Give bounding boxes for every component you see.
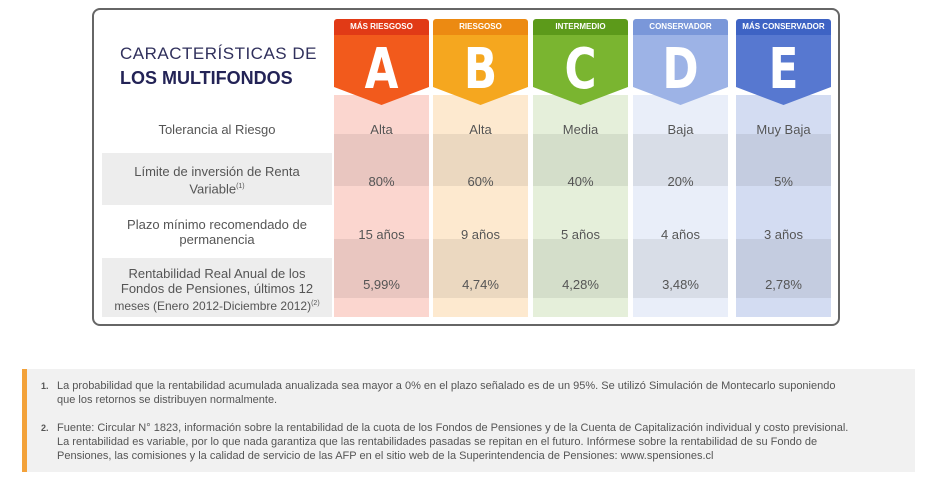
fund-letter: A — [364, 37, 399, 102]
footnote-1-line2: que los retornos se distribuyen normalme… — [57, 394, 278, 406]
label-term: Plazo mínimo recomendado de permanencia — [104, 217, 330, 247]
row-bg-limit — [102, 153, 332, 205]
fund-column-b: RIESGOSO B — [433, 19, 528, 317]
row-shade — [736, 134, 831, 186]
cell-term-a: 15 años — [358, 227, 405, 242]
cell-term-c: 5 años — [560, 227, 601, 242]
fund-flag-shape — [433, 33, 528, 105]
fund-risk-band: INTERMEDIO — [533, 19, 628, 35]
fund-column-e: MÁS CONSERVADOR E — [736, 19, 831, 317]
label-limit-line2: Variable(1) — [104, 179, 330, 196]
label-term-line1: Plazo mínimo recomendado de — [127, 217, 307, 232]
fund-flag-shape — [334, 33, 429, 105]
fund-flag — [533, 33, 628, 105]
fund-column-body — [736, 95, 831, 317]
fund-letter: D — [662, 37, 699, 102]
cell-limit-d: 20% — [667, 174, 694, 189]
label-return: Rentabilidad Real Anual de los Fondos de… — [104, 266, 330, 314]
fund-column-d: CONSERVADOR D — [633, 19, 728, 317]
fund-letter: C — [564, 37, 597, 102]
cell-return-a: 5,99% — [363, 277, 400, 292]
label-limit-line1: Límite de inversión de Renta — [134, 164, 300, 179]
fund-column-a: MÁS RIESGOSO A — [334, 19, 429, 317]
cell-term-e: 3 años — [763, 227, 804, 242]
footnote-1-number: 1. — [41, 381, 49, 391]
label-return-text: meses (Enero 2012-Diciembre 2012) — [114, 299, 312, 313]
fund-flag-shape — [736, 33, 831, 105]
label-term-line2: permanencia — [179, 232, 255, 247]
label-limit-text: Variable — [189, 181, 237, 197]
cell-tolerance-d: Baja — [667, 122, 694, 137]
footnote-2-line1: Fuente: Circular N° 1823, información so… — [57, 422, 849, 434]
fund-risk-band: CONSERVADOR — [633, 19, 728, 35]
fund-column-c: INTERMEDIO C — [533, 19, 628, 317]
row-shade — [533, 239, 628, 298]
fund-flag — [334, 33, 429, 105]
row-shade — [736, 239, 831, 298]
cell-term-b: 9 años — [460, 227, 501, 242]
fund-letter: E — [768, 37, 799, 102]
cell-tolerance-a: Alta — [370, 122, 393, 137]
fund-letter: B — [463, 37, 498, 102]
cell-tolerance-e: Muy Baja — [756, 122, 811, 137]
cell-return-b: 4,74% — [462, 277, 499, 292]
row-bg-return — [102, 258, 332, 317]
footnote-1-line1: La probabilidad que la rentabilidad acum… — [57, 380, 836, 392]
cell-return-d: 3,48% — [662, 277, 699, 292]
cell-tolerance-b: Alta — [469, 122, 492, 137]
fund-column-body — [633, 95, 728, 317]
fund-flag-shape — [533, 33, 628, 105]
fund-column-body — [334, 95, 429, 317]
title-line-1: CARACTERÍSTICAS DE — [120, 44, 317, 63]
fund-flag-shape — [633, 33, 728, 105]
fund-column-body — [433, 95, 528, 317]
footnote-ref-2: (2) — [311, 300, 320, 307]
footnote-2-line2: La rentabilidad es variable, por lo que … — [57, 436, 818, 448]
label-tolerance: Tolerancia al Riesgo — [158, 122, 276, 137]
cell-return-e: 2,78% — [765, 277, 802, 292]
footnote-2-text: Fuente: Circular N° 1823, información so… — [57, 421, 917, 463]
row-shade — [633, 134, 728, 186]
fund-flag — [736, 33, 831, 105]
fund-risk-band: MÁS RIESGOSO — [334, 19, 429, 35]
row-shade — [433, 134, 528, 186]
page-title: CARACTERÍSTICAS DE LOS MULTIFONDOS — [120, 44, 320, 89]
label-return-line2: Fondos de Pensiones, últimos 12 — [120, 281, 314, 296]
row-shade — [633, 239, 728, 298]
cell-term-d: 4 años — [660, 227, 701, 242]
label-return-line3: meses (Enero 2012-Diciembre 2012)(2) — [104, 296, 330, 314]
fund-column-body — [533, 95, 628, 317]
footnote-2-line3: Pensiones, las comisiones y la calidad d… — [57, 450, 714, 462]
label-return-line1: Rentabilidad Real Anual de los — [128, 266, 306, 281]
cell-tolerance-c: Media — [562, 122, 599, 137]
fund-flag — [433, 33, 528, 105]
fund-flag — [633, 33, 728, 105]
row-shade — [334, 239, 429, 298]
cell-limit-a: 80% — [368, 174, 395, 189]
footnote-ref-1: (1) — [236, 183, 245, 190]
footnote-2-number: 2. — [41, 423, 49, 433]
cell-return-c: 4,28% — [562, 277, 599, 292]
cell-limit-e: 5% — [774, 174, 793, 189]
row-shade — [533, 134, 628, 186]
row-shade — [433, 239, 528, 298]
cell-limit-c: 40% — [567, 174, 594, 189]
footnote-1-text: La probabilidad que la rentabilidad acum… — [57, 379, 917, 407]
row-shade — [334, 134, 429, 186]
fund-risk-band: MÁS CONSERVADOR — [736, 19, 831, 35]
cell-limit-b: 60% — [467, 174, 494, 189]
fund-risk-band: RIESGOSO — [433, 19, 528, 35]
label-limit: Límite de inversión de Renta Variable(1) — [104, 164, 330, 196]
title-line-2: LOS MULTIFONDOS — [120, 68, 293, 88]
footnotes-panel: 1. La probabilidad que la rentabilidad a… — [22, 369, 915, 472]
